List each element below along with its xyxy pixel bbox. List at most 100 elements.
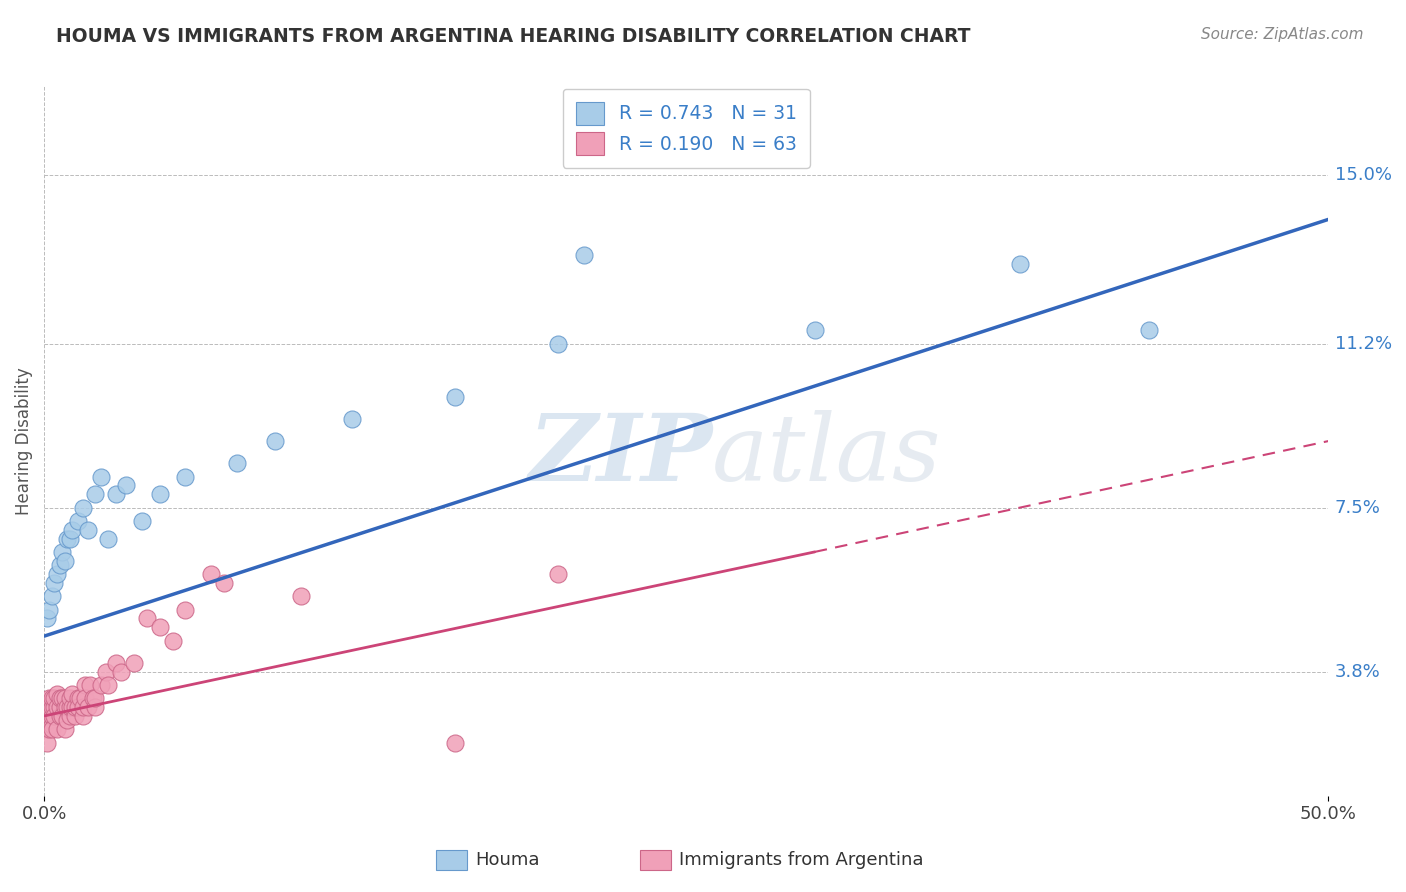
Point [38,700,60,714]
Text: Source: ZipAtlas.com: Source: ZipAtlas.com [1201,27,1364,42]
Point [48,700,70,714]
Point [90,678,112,692]
Point [38,691,60,706]
Point [97,532,120,546]
Point [84,700,107,714]
Point [212,576,235,591]
Point [41,691,63,706]
Point [48,691,70,706]
Point [44,576,66,591]
Point [110,665,132,679]
Point [59,691,82,706]
Point [41,589,63,603]
Point [97,678,120,692]
Point [53,700,76,714]
Text: Houma: Houma [475,851,540,869]
Point [84,691,107,706]
Point [174,469,197,483]
Point [60,687,83,701]
Point [72,500,94,515]
Point [60,523,83,537]
Point [444,735,467,749]
Point [51,709,73,723]
Bar [640,850,671,870]
Text: 15.0%: 15.0% [1334,166,1392,184]
Point [63,700,86,714]
Point [53,723,76,737]
Point [69,691,91,706]
Point [38,714,60,728]
Point [572,248,595,262]
Point [547,567,569,582]
Point [66,514,89,528]
Point [149,487,172,501]
Point [66,700,89,714]
Point [35,700,58,714]
Point [225,456,247,470]
Text: atlas: atlas [711,410,942,500]
Text: 11.2%: 11.2% [1334,334,1392,352]
Legend: R = 0.743   N = 31, R = 0.190   N = 63: R = 0.743 N = 31, R = 0.190 N = 63 [562,88,810,168]
Point [444,390,467,404]
Text: ZIP: ZIP [527,410,711,500]
Point [46,723,69,737]
Point [803,323,825,337]
Point [56,700,79,714]
Point [84,487,107,501]
Text: HOUMA VS IMMIGRANTS FROM ARGENTINA HEARING DISABILITY CORRELATION CHART: HOUMA VS IMMIGRANTS FROM ARGENTINA HEARI… [56,27,970,45]
Point [1010,257,1032,271]
Point [48,558,70,573]
Point [342,412,364,426]
Y-axis label: Hearing Disability: Hearing Disability [15,368,32,515]
Point [79,678,101,692]
Point [75,691,97,706]
Point [115,478,138,492]
Point [44,700,66,714]
Point [56,532,79,546]
Point [63,709,86,723]
Point [53,554,76,568]
Point [35,611,58,625]
Point [44,691,66,706]
Point [46,687,69,701]
Point [135,611,157,625]
Point [44,709,66,723]
Point [56,714,79,728]
Point [46,700,69,714]
Point [41,723,63,737]
Point [41,718,63,732]
Point [174,602,197,616]
Point [60,700,83,714]
Point [51,545,73,559]
Point [1137,323,1160,337]
Point [35,723,58,737]
Point [72,700,94,714]
Point [105,656,128,670]
Point [105,487,128,501]
Point [131,514,153,528]
Point [72,709,94,723]
Point [82,691,104,706]
Point [94,665,117,679]
Text: 7.5%: 7.5% [1334,499,1381,516]
Point [547,336,569,351]
Point [48,709,70,723]
Point [53,691,76,706]
Point [122,656,145,670]
Point [59,532,82,546]
Point [38,602,60,616]
Point [35,709,58,723]
Point [149,620,172,634]
Point [59,700,82,714]
Text: 3.8%: 3.8% [1334,663,1381,681]
Point [59,709,82,723]
Text: Immigrants from Argentina: Immigrants from Argentina [679,851,924,869]
Point [66,691,89,706]
Point [290,589,312,603]
Bar [436,850,467,870]
Point [200,567,222,582]
Point [75,678,97,692]
Point [76,523,98,537]
Point [90,469,112,483]
Point [51,691,73,706]
